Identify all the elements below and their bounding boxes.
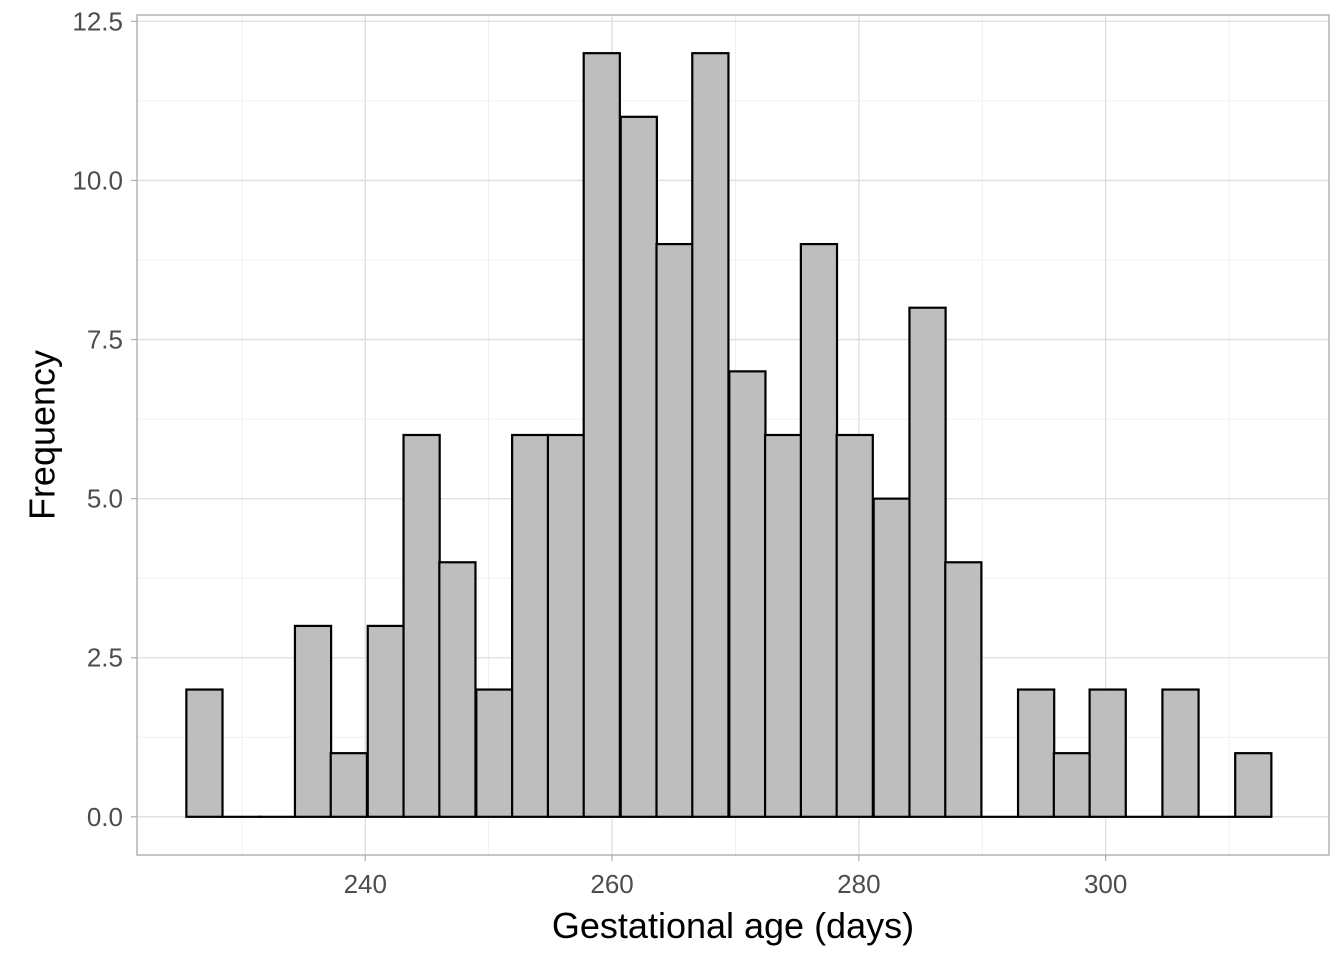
x-tick-label: 260 — [590, 869, 633, 899]
y-tick-label: 12.5 — [72, 6, 123, 36]
y-tick-label: 0.0 — [87, 802, 123, 832]
histogram-bar — [546, 433, 586, 818]
histogram-bar — [619, 115, 658, 818]
x-axis-title: Gestational age (days) — [552, 905, 914, 946]
histogram-bars — [185, 52, 1273, 818]
x-axis-ticks: 240 260 280 300 — [344, 855, 1127, 899]
y-tick-label: 2.5 — [87, 643, 123, 673]
y-tick-label: 5.0 — [87, 484, 123, 514]
histogram-bar — [1052, 752, 1092, 818]
histogram-bar — [908, 306, 947, 818]
histogram-bar — [872, 497, 911, 818]
histogram-bar — [1088, 688, 1127, 818]
histogram-bar — [799, 242, 839, 818]
histogram-bar — [293, 624, 333, 818]
histogram-bar — [1234, 752, 1273, 818]
histogram-bar — [438, 561, 477, 818]
y-axis-title: Frequency — [22, 350, 63, 520]
histogram-bar — [691, 52, 730, 818]
histogram-bar — [582, 52, 621, 818]
y-tick-label: 7.5 — [87, 325, 123, 355]
histogram-bar — [835, 433, 874, 818]
histogram-bar — [511, 433, 550, 818]
plot-panel-border — [136, 14, 1330, 856]
histogram-bar — [763, 433, 803, 818]
histogram-bar — [944, 561, 983, 818]
x-tick-label: 300 — [1084, 869, 1127, 899]
x-tick-label: 240 — [344, 869, 387, 899]
y-axis-ticks: 0.0 2.5 5.0 7.5 10.0 12.5 — [72, 6, 137, 832]
histogram-bar — [475, 688, 514, 818]
histogram-bar — [402, 433, 441, 818]
histogram-bar — [185, 688, 224, 818]
y-tick-label: 10.0 — [72, 165, 123, 195]
histogram-bar — [329, 752, 368, 818]
histogram-bar — [1161, 688, 1200, 818]
histogram-bar — [728, 370, 767, 818]
histogram-bar — [366, 624, 406, 818]
histogram-bar — [1016, 688, 1056, 818]
x-tick-label: 280 — [837, 869, 880, 899]
histogram-bar — [655, 242, 694, 818]
